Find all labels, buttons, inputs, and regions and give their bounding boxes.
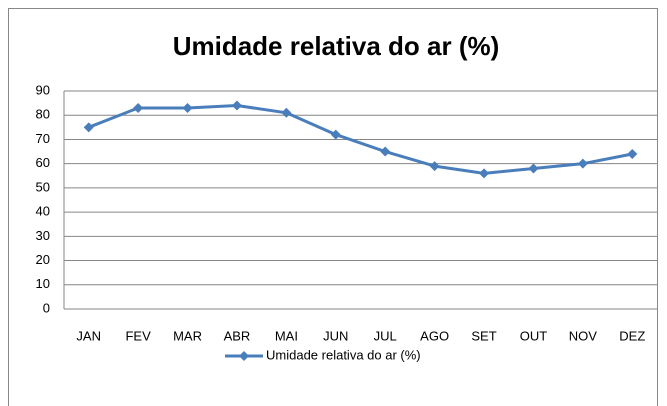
x-tick-label: DEZ	[619, 328, 645, 343]
y-tick-label: 10	[36, 276, 50, 291]
legend-label: Umidade relativa do ar (%)	[266, 347, 421, 362]
data-line	[88, 104, 633, 175]
data-point	[281, 107, 292, 118]
x-tick-label: NOV	[569, 328, 598, 343]
data-point	[133, 102, 144, 113]
y-tick-label: 60	[36, 155, 50, 170]
y-tick-label: 0	[43, 300, 50, 315]
y-tick-label: 80	[36, 107, 50, 122]
chart-title: Umidade relativa do ar (%)	[173, 31, 500, 61]
data-point	[182, 102, 193, 113]
data-point	[330, 129, 341, 140]
x-tick-label: JUN	[323, 328, 348, 343]
chart-border	[8, 8, 658, 406]
x-tick-label: JAN	[76, 328, 101, 343]
x-tick-label: JUL	[374, 328, 397, 343]
data-point	[528, 163, 539, 174]
y-tick-label: 20	[36, 252, 50, 267]
x-tick-label: AGO	[420, 328, 449, 343]
y-tick-label: 50	[36, 179, 50, 194]
y-tick-label: 70	[36, 131, 50, 146]
x-tick-label: MAR	[173, 328, 202, 343]
x-tick-label: OUT	[520, 328, 548, 343]
y-tick-label: 30	[36, 228, 50, 243]
data-point	[83, 122, 94, 133]
legend-marker	[239, 351, 249, 361]
data-point	[231, 100, 242, 111]
data-point	[380, 146, 391, 157]
y-tick-label: 90	[36, 82, 50, 97]
x-tick-label: FEV	[125, 328, 151, 343]
data-point	[479, 168, 490, 179]
data-point	[577, 158, 588, 169]
data-point	[429, 161, 440, 172]
x-tick-label: SET	[471, 328, 496, 343]
data-point	[627, 148, 638, 159]
x-tick-label: ABR	[224, 328, 251, 343]
x-tick-label: MAI	[275, 328, 298, 343]
y-tick-label: 40	[36, 204, 50, 219]
